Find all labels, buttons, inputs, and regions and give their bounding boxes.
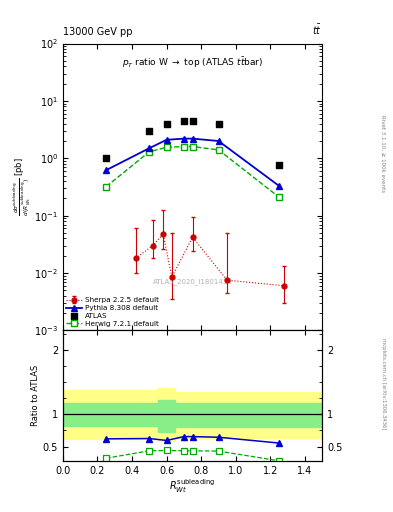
Pythia 8.308 default <box>190 136 195 142</box>
ATLAS <box>181 117 187 125</box>
Pythia 8.308 default <box>182 136 186 142</box>
Herwig 7.2.1 default <box>164 144 169 151</box>
Y-axis label: Ratio to ATLAS: Ratio to ATLAS <box>31 365 40 426</box>
Pythia 8.308 default <box>104 167 108 173</box>
Text: mcplots.cern.ch [arXiv:1306.3436]: mcplots.cern.ch [arXiv:1306.3436] <box>381 338 386 430</box>
ATLAS <box>189 117 196 125</box>
Text: $t\bar{t}$: $t\bar{t}$ <box>312 23 322 37</box>
Text: Rivet 3.1.10, ≥ 100k events: Rivet 3.1.10, ≥ 100k events <box>381 115 386 192</box>
Pythia 8.308 default <box>277 183 281 189</box>
Text: $p_T$ ratio W $\rightarrow$ top (ATLAS $t\bar{t}$bar): $p_T$ ratio W $\rightarrow$ top (ATLAS $… <box>122 55 263 70</box>
ATLAS <box>146 127 152 135</box>
Herwig 7.2.1 default <box>216 147 221 153</box>
ATLAS <box>163 120 170 128</box>
Herwig 7.2.1 default <box>190 143 195 150</box>
ATLAS <box>103 154 109 162</box>
Text: ATLAS_2020_I1801434: ATLAS_2020_I1801434 <box>153 278 232 285</box>
Herwig 7.2.1 default <box>182 143 186 150</box>
Text: 13000 GeV pp: 13000 GeV pp <box>63 27 132 37</box>
Herwig 7.2.1 default <box>147 148 152 155</box>
Herwig 7.2.1 default <box>104 184 108 190</box>
Legend: Sherpa 2.2.5 default, Pythia 8.308 default, ATLAS, Herwig 7.2.1 default: Sherpa 2.2.5 default, Pythia 8.308 defau… <box>65 296 161 328</box>
Pythia 8.308 default <box>164 137 169 143</box>
Line: Pythia 8.308 default: Pythia 8.308 default <box>103 135 283 189</box>
ATLAS <box>215 120 222 128</box>
Line: Herwig 7.2.1 default: Herwig 7.2.1 default <box>103 143 282 200</box>
Pythia 8.308 default <box>147 145 152 151</box>
Herwig 7.2.1 default <box>277 194 281 200</box>
Y-axis label: $\frac{d\sigma^{\rm subleading}}{d\,(R^{\rm subleading}_{Wt})}$ [pb]: $\frac{d\sigma^{\rm subleading}}{d\,(R^{… <box>11 158 33 216</box>
X-axis label: $R^{\rm subleading}_{Wt}$: $R^{\rm subleading}_{Wt}$ <box>169 477 216 495</box>
Pythia 8.308 default <box>216 138 221 144</box>
ATLAS <box>276 161 282 169</box>
